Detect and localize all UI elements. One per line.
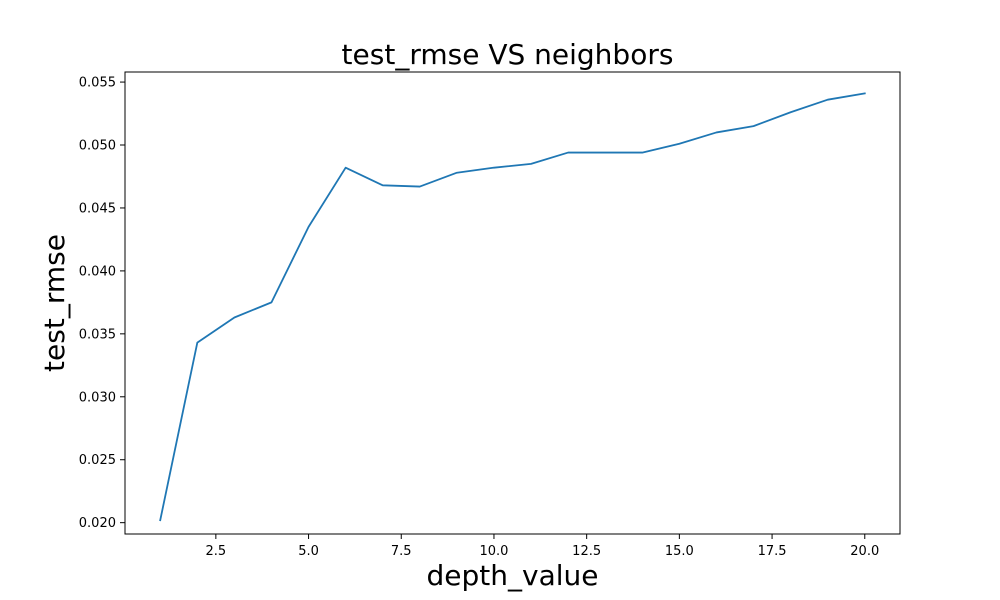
y-tick-label: 0.035 <box>79 327 116 342</box>
x-tick-label: 10.0 <box>479 544 508 559</box>
x-tick-label: 20.0 <box>850 544 879 559</box>
x-tick-label: 7.5 <box>391 544 412 559</box>
chart-title: test_rmse VS neighbors <box>342 38 674 71</box>
y-tick-label: 0.055 <box>79 76 116 91</box>
plot-area: 2.5 5.0 7.5 10.0 12.5 15.0 17.5 20.0 0.020 0.025 0… <box>79 71 901 559</box>
x-tick-label: 2.5 <box>206 544 227 559</box>
y-tick-label: 0.025 <box>79 453 116 468</box>
x-tick-label: 17.5 <box>758 544 787 559</box>
y-axis-label: test_rmse <box>38 234 71 372</box>
y-tick-label: 0.030 <box>79 390 116 405</box>
y-tick-label: 0.045 <box>79 201 116 216</box>
series-line <box>159 92 866 522</box>
x-tick-label: 15.0 <box>665 544 694 559</box>
x-axis-label: depth_value <box>427 559 599 592</box>
x-tick-label: 12.5 <box>572 544 601 559</box>
y-tick-label: 0.050 <box>79 139 116 154</box>
y-tick-label: 0.040 <box>79 264 116 279</box>
x-tick-label: 5.0 <box>298 544 319 559</box>
y-tick-label: 0.020 <box>79 516 116 531</box>
axes-frame <box>124 71 901 535</box>
